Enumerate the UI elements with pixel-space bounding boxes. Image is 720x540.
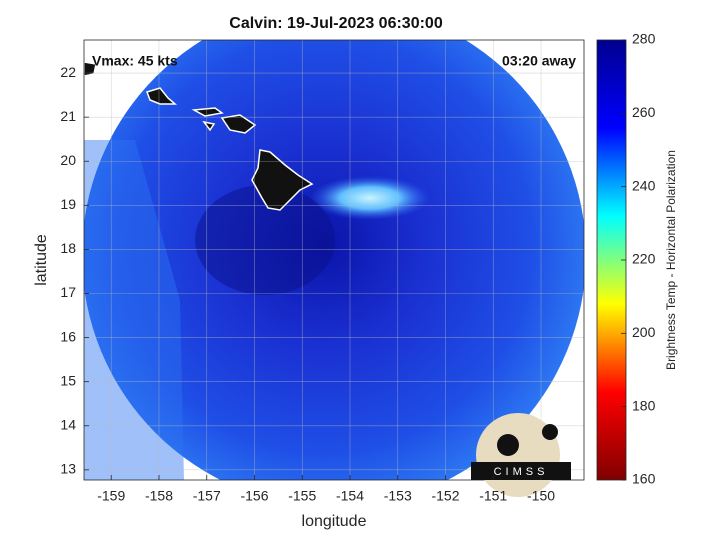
y-tick-label: 20 xyxy=(60,152,76,168)
imagery xyxy=(84,40,584,480)
x-tick-label: -157 xyxy=(193,488,221,504)
chart-title: Calvin: 19-Jul-2023 06:30:00 xyxy=(229,15,443,32)
x-tick-label: -159 xyxy=(97,488,125,504)
islands xyxy=(84,61,314,211)
logo-dish xyxy=(497,434,519,456)
annotation: 03:20 away xyxy=(502,53,576,69)
x-axis-label: longitude xyxy=(302,513,367,530)
y-tick-label: 14 xyxy=(60,416,76,432)
y-tick-label: 15 xyxy=(60,372,76,388)
y-tick-label: 22 xyxy=(60,64,76,80)
x-tick-label: -153 xyxy=(384,488,412,504)
x-tick-label: -158 xyxy=(145,488,173,504)
x-tick-label: -156 xyxy=(240,488,268,504)
x-tick-label: -152 xyxy=(431,488,459,504)
colorbar-tick-label: 260 xyxy=(632,104,656,120)
y-tick-label: 19 xyxy=(60,196,76,212)
y-tick-label: 16 xyxy=(60,328,76,344)
colorbar-tick-label: 180 xyxy=(632,397,656,413)
y-tick-label: 17 xyxy=(60,284,76,300)
y-axis-label: latitude xyxy=(33,234,50,286)
x-tick-label: -155 xyxy=(288,488,316,504)
y-tick-label: 21 xyxy=(60,108,76,124)
logo-bar xyxy=(471,462,571,480)
colorbar-label: Brightness Temp - Horizontal Polarizatio… xyxy=(664,150,678,370)
annotation: Vmax: 45 kts xyxy=(92,53,178,69)
plot-frame xyxy=(83,39,585,481)
swath xyxy=(84,40,584,480)
x-tick-label: -151 xyxy=(479,488,507,504)
colorbar-tick-label: 160 xyxy=(632,471,656,487)
colorbar-tick-label: 220 xyxy=(632,251,656,267)
grid xyxy=(84,40,584,480)
colorbar-tick-label: 240 xyxy=(632,177,656,193)
colorbar-tick-label: 200 xyxy=(632,324,656,340)
eye-region xyxy=(195,185,335,295)
colorbar-tick-label: 280 xyxy=(632,31,656,47)
cloud xyxy=(310,176,430,220)
x-tick-label: -154 xyxy=(336,488,364,504)
logo-tower xyxy=(542,424,558,440)
x-tick-label: -150 xyxy=(527,488,555,504)
logo: CIMSS xyxy=(471,413,571,497)
y-tick-label: 18 xyxy=(60,240,76,256)
y-tick-label: 13 xyxy=(60,461,76,477)
logo-text: CIMSS xyxy=(494,466,549,478)
